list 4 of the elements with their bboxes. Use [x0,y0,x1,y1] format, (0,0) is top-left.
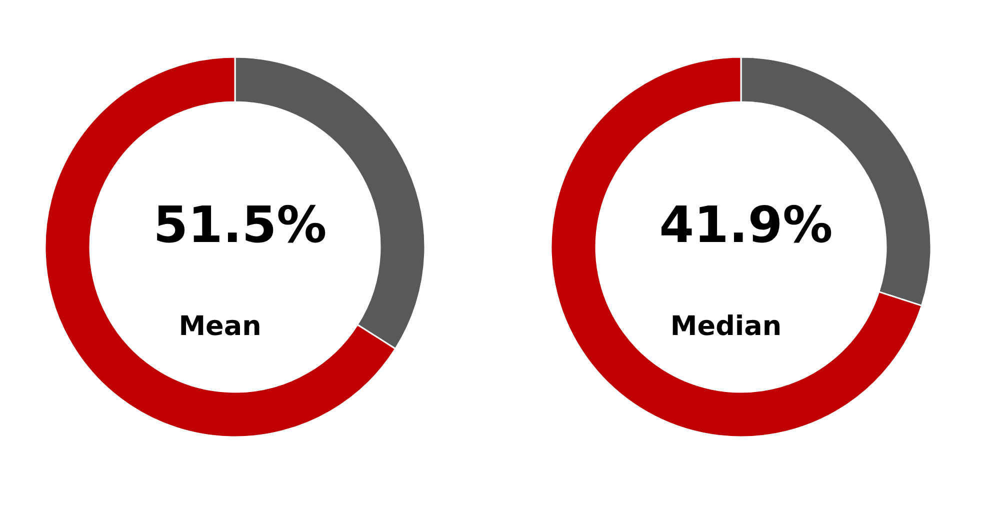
text: 51.5% [153,196,327,254]
text: 41.9% [659,196,833,254]
text: Median [670,311,782,342]
text: Mean [178,311,262,342]
